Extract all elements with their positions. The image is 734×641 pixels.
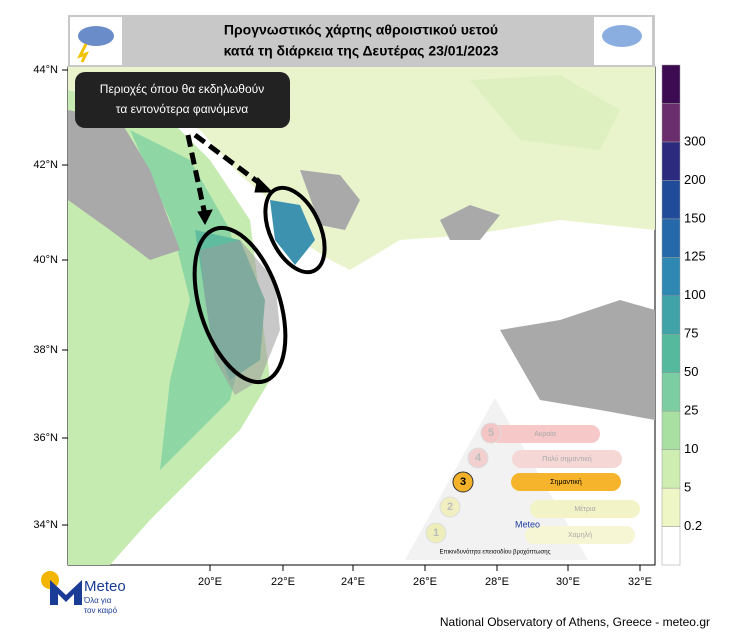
logo-name: Meteo: [84, 578, 126, 595]
colorbar-label: 10: [684, 441, 698, 456]
colorbar-band: [661, 487, 681, 527]
colorbar-band: [661, 449, 681, 489]
colorbar-label: 25: [684, 403, 698, 418]
colorbar-label: 125: [684, 249, 706, 264]
risk-logo: Meteo: [515, 519, 540, 529]
risk-circle: [480, 422, 502, 444]
colorbar-label: 300: [684, 133, 706, 148]
colorbar-band: [661, 64, 681, 104]
lon-label: 26°E: [413, 576, 437, 588]
risk-circle: [439, 496, 461, 518]
colorbar-band: [661, 372, 681, 412]
risk-level: 2: [447, 501, 453, 513]
colorbar-label: 0.2: [684, 518, 702, 533]
cloud: [78, 26, 114, 46]
footer: National Observatory of Athens, Greece -…: [440, 615, 710, 629]
title: κατά τη διάρκεια της Δευτέρας 23/01/2023: [224, 43, 499, 59]
bolt: [77, 43, 89, 63]
risk-name: Πολύ σημαντική: [542, 455, 592, 463]
colorbar-band: [661, 526, 681, 566]
risk-legend: Χαμηλή 1 Μέτρια 2 Σημαντική 3 Πολύ σημαντική 4 Α…: [405, 398, 640, 560]
colorbar-label: 100: [684, 287, 706, 302]
risk-level: 3: [460, 476, 466, 488]
risk-name: Ακραία: [534, 430, 556, 438]
colorbar-label: 150: [684, 210, 706, 225]
title: Προγνωστικός χάρτης αθροιστικού υετού: [224, 22, 498, 38]
risk-name: Σημαντική: [550, 479, 582, 486]
risk-circle: [452, 471, 474, 493]
risk-caption: Επικινδυνότητα επεισοδίου βροχόπτωσης: [440, 549, 551, 556]
risk-circle: [425, 522, 447, 544]
lon-label: 20°E: [198, 576, 222, 588]
lat-label: 40°N: [33, 254, 58, 266]
annotations: [185, 132, 327, 385]
logo-tagline: τον καιρό: [84, 606, 118, 615]
callout-text: τα εντονότερα φαινόμενα: [116, 102, 248, 116]
colorbar-label: 50: [684, 364, 698, 379]
risk-pill: [511, 473, 621, 491]
lon-label: 24°E: [341, 576, 365, 588]
colorbar-band: [661, 141, 681, 181]
colorbar-band: [661, 333, 681, 373]
lat-label: 34°N: [33, 519, 58, 531]
lon-label: 28°E: [485, 576, 509, 588]
colorbar-band: [661, 103, 681, 143]
colorbar-band: [661, 218, 681, 258]
risk-name: Χαμηλή: [568, 532, 592, 539]
colorbar-band: [661, 180, 681, 220]
lat-label: 44°N: [33, 64, 58, 76]
risk-pill: [512, 450, 622, 468]
risk-level: 1: [433, 527, 439, 539]
colorbar-band: [661, 410, 681, 450]
callout-text: Περιοχές όπου θα εκδηλωθούν: [100, 82, 264, 96]
logo-m: [50, 580, 82, 605]
risk-pill: [490, 425, 600, 443]
logo-tagline: Όλα για: [83, 596, 112, 605]
risk-pill: [525, 526, 635, 544]
colorbar-band: [661, 257, 681, 297]
lon-label: 32°E: [628, 576, 652, 588]
colorbar-label: 5: [684, 480, 691, 495]
colorbar-label: 200: [684, 172, 706, 187]
title-bar: [68, 15, 655, 67]
lat-label: 42°N: [33, 159, 58, 171]
risk-level: 5: [488, 427, 494, 439]
cloud: [602, 25, 642, 47]
risk-level: 4: [475, 452, 482, 464]
risk-name: Μέτρια: [574, 505, 595, 513]
lon-label: 22°E: [271, 576, 295, 588]
map-shapes: [68, 67, 655, 565]
lon-label: 30°E: [556, 576, 580, 588]
callout-box: [75, 72, 290, 128]
risk-circle: [467, 447, 489, 469]
colorbar-label: 75: [684, 326, 698, 341]
lat-label: 36°N: [33, 432, 58, 444]
lat-label: 38°N: [33, 344, 58, 356]
colorbar-band: [661, 295, 681, 335]
risk-pill: [530, 500, 640, 518]
